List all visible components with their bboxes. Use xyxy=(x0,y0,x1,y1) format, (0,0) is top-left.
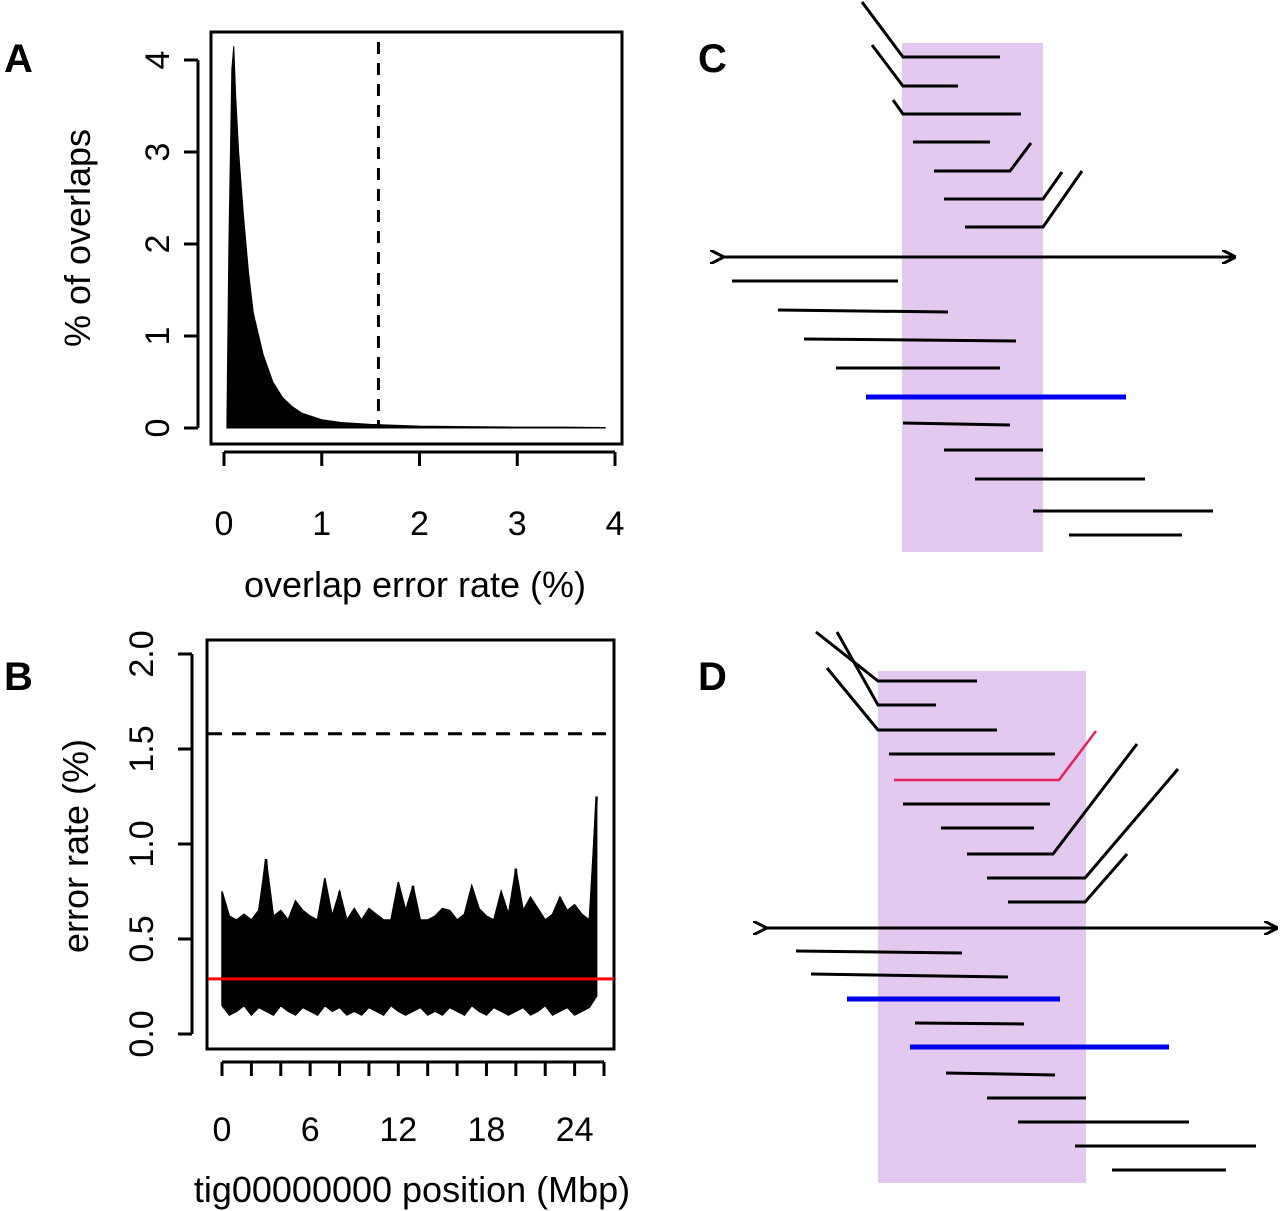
panel-label-c: C xyxy=(698,37,727,81)
panel-a-x-axis-label: overlap error rate (%) xyxy=(244,564,586,605)
panel-b-axes: 0 6 12 18 24 0.0 0.5 1.0 1.5 2.0 xyxy=(123,630,606,1149)
panel-a-plot-frame xyxy=(209,30,624,446)
panel-b-y-tick-label: 2.0 xyxy=(123,630,161,677)
panel-a-y-tick-label: 1 xyxy=(139,327,177,346)
panel-d-read xyxy=(825,667,997,732)
panel-a-histogram xyxy=(226,46,606,429)
panel-a-x-tick-label: 3 xyxy=(508,505,527,543)
panel-a-y-tick-label: 0 xyxy=(139,419,177,438)
panel-c-read xyxy=(934,142,1033,173)
panel-b-x-axis-label: tig00000000 position (Mbp) xyxy=(194,1169,630,1210)
panel-a-x-tick-label: 1 xyxy=(312,505,331,543)
panel-c-shaded-region xyxy=(902,43,1043,552)
panel-b-x-tick-label: 0 xyxy=(213,1111,232,1149)
panel-d-read xyxy=(815,630,977,683)
panel-b-x-tick-label: 6 xyxy=(301,1111,320,1149)
panel-b-y-tick-label: 1.5 xyxy=(123,725,161,772)
panel-c-read xyxy=(777,308,949,314)
panel-d-read xyxy=(987,768,1180,880)
panel-c-read xyxy=(870,44,958,88)
panel-d-read xyxy=(914,1021,1025,1026)
panel-d-chimeric-read xyxy=(894,730,1097,782)
panel-c-read xyxy=(902,421,1011,427)
panel-b-error-line xyxy=(220,796,598,993)
panel-label-b: B xyxy=(4,655,33,699)
panel-a-axes: 0 1 2 3 4 0 1 2 3 4 xyxy=(139,51,624,543)
panel-c-read xyxy=(803,337,1017,343)
panel-b-y-tick-label: 0.0 xyxy=(123,1010,161,1057)
panel-d-read xyxy=(810,972,1009,979)
panel-b-x-tick-label: 12 xyxy=(379,1111,417,1149)
panel-a-y-tick-label: 4 xyxy=(139,51,177,70)
panel-a-y-tick-label: 3 xyxy=(139,143,177,162)
panel-b-plot-frame xyxy=(205,638,616,1051)
panel-a: A 0 1 2 3 4 0 1 2 3 4 overlap error rate (%) % of… xyxy=(4,30,624,605)
panel-d-read xyxy=(835,631,936,707)
panel-d: D xyxy=(698,630,1276,1183)
panel-b-x-tick-label: 24 xyxy=(556,1111,594,1149)
panel-d-read xyxy=(967,743,1139,856)
panel-a-x-tick-label: 2 xyxy=(410,505,429,543)
panel-b-x-tick-label: 18 xyxy=(468,1111,506,1149)
panel-c-read xyxy=(965,170,1084,229)
panel-c: C xyxy=(698,1,1234,552)
panel-a-x-tick-label: 4 xyxy=(606,505,625,543)
panel-label-d: D xyxy=(698,655,727,699)
panel-b-y-tick-label: 0.5 xyxy=(123,915,161,962)
panel-b-y-axis-label: error rate (%) xyxy=(55,739,96,953)
panel-b-error-envelope xyxy=(221,796,598,1017)
panel-c-read xyxy=(944,171,1064,201)
panel-a-x-tick-label: 0 xyxy=(215,505,234,543)
panel-label-a: A xyxy=(4,37,33,81)
panel-a-y-axis-label: % of overlaps xyxy=(57,129,98,347)
panel-b-y-tick-label: 1.0 xyxy=(123,820,161,867)
panel-c-read xyxy=(860,1,1000,59)
panel-a-y-tick-label: 2 xyxy=(139,235,177,254)
panel-d-read xyxy=(1008,853,1129,904)
panel-d-read xyxy=(795,949,963,955)
panel-b: B 0 6 12 18 24 0.0 0.5 1.0 1.5 2.0 tig00000000 po… xyxy=(4,630,630,1210)
panel-d-read xyxy=(945,1071,1056,1077)
panel-c-read xyxy=(891,99,1021,116)
